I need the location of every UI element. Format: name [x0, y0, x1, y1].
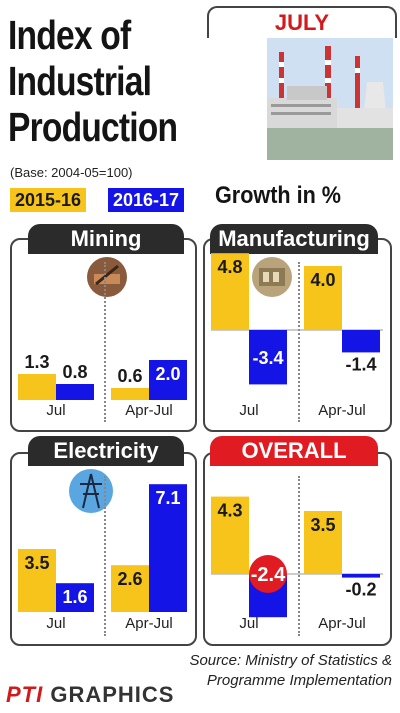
bar-manufacturing-apr-jul-2016-17 [342, 330, 380, 353]
divider-mining [104, 262, 106, 422]
bar-manufacturing-apr-jul-2015-16 [304, 266, 342, 330]
category-label: Apr-Jul [318, 615, 366, 632]
mining-icon [87, 257, 127, 297]
data-label: 1.6 [62, 587, 87, 607]
category-label: Apr-Jul [318, 402, 366, 419]
divider-manufacturing [298, 262, 300, 422]
bar-mining-apr-jul-2015-16 [111, 388, 149, 400]
bar-overall-apr-jul-2016-17 [342, 574, 380, 578]
legend-2016-17: 2016-17 [108, 188, 185, 212]
panel-title-overall: OVERALL [210, 436, 378, 466]
panel-title-mining: Mining [28, 224, 184, 254]
data-label: -0.2 [345, 580, 376, 600]
data-label: 0.6 [117, 366, 142, 386]
bar-overall-jul-2015-16 [211, 496, 249, 574]
data-label: 4.3 [217, 501, 242, 521]
pti-graphics-logo: PTI GRAPHICS [6, 682, 174, 708]
month-box: JULY [207, 6, 397, 38]
pti-brand: PTI [6, 682, 44, 707]
panel-title-electricity: Electricity [28, 436, 184, 466]
month-label: JULY [274, 10, 330, 35]
highlight-circle [249, 555, 287, 593]
bar-mining-jul-2015-16 [18, 374, 56, 400]
data-label: 3.5 [24, 553, 49, 573]
power-plant-image [267, 38, 393, 160]
bar-electricity-apr-jul-2016-17 [149, 484, 187, 612]
bar-electricity-jul-2015-16 [18, 549, 56, 612]
data-label: 0.8 [62, 362, 87, 382]
electricity-tower-icon [69, 469, 113, 513]
category-label: Jul [239, 615, 258, 632]
bar-electricity-jul-2016-17 [56, 583, 94, 612]
data-label: 1.3 [24, 352, 49, 372]
source-note: Source: Ministry of Statistics & Program… [189, 651, 392, 691]
data-label: 4.8 [217, 257, 242, 277]
growth-label: Growth in % [215, 182, 341, 209]
data-label: -1.4 [345, 354, 376, 374]
title-line-3: Production [8, 104, 178, 150]
manufacturing-icon [252, 257, 292, 297]
data-label: 7.1 [155, 488, 180, 508]
data-label: 3.5 [310, 515, 335, 535]
data-label: -2.4 [251, 564, 286, 586]
graphics-brand: GRAPHICS [50, 682, 175, 707]
category-label: Jul [239, 402, 258, 419]
bar-mining-jul-2016-17 [56, 384, 94, 400]
source-line-2: Programme Implementation [206, 672, 392, 689]
bar-overall-apr-jul-2015-16 [304, 511, 342, 574]
category-label: Jul [46, 402, 65, 419]
data-label: 2.0 [155, 364, 180, 384]
category-label: Apr-Jul [125, 615, 173, 632]
base-year-note: (Base: 2004-05=100) [10, 165, 133, 180]
title-line-2: Industrial [8, 58, 152, 104]
bar-manufacturing-jul-2015-16 [211, 253, 249, 330]
divider-overall [298, 476, 300, 636]
bar-manufacturing-jul-2016-17 [249, 330, 287, 385]
bar-electricity-apr-jul-2015-16 [111, 565, 149, 612]
title-line-1: Index of [8, 12, 131, 58]
data-label: 4.0 [310, 270, 335, 290]
data-label: -3.4 [252, 348, 283, 368]
bar-mining-apr-jul-2016-17 [149, 360, 187, 400]
legend-2015-16: 2015-16 [10, 188, 87, 212]
category-label: Jul [46, 615, 65, 632]
source-line-1: Source: Ministry of Statistics & [189, 652, 392, 669]
divider-electricity [104, 476, 106, 636]
panel-title-manufacturing: Manufacturing [210, 224, 378, 254]
data-label: 2.6 [117, 569, 142, 589]
category-label: Apr-Jul [125, 402, 173, 419]
